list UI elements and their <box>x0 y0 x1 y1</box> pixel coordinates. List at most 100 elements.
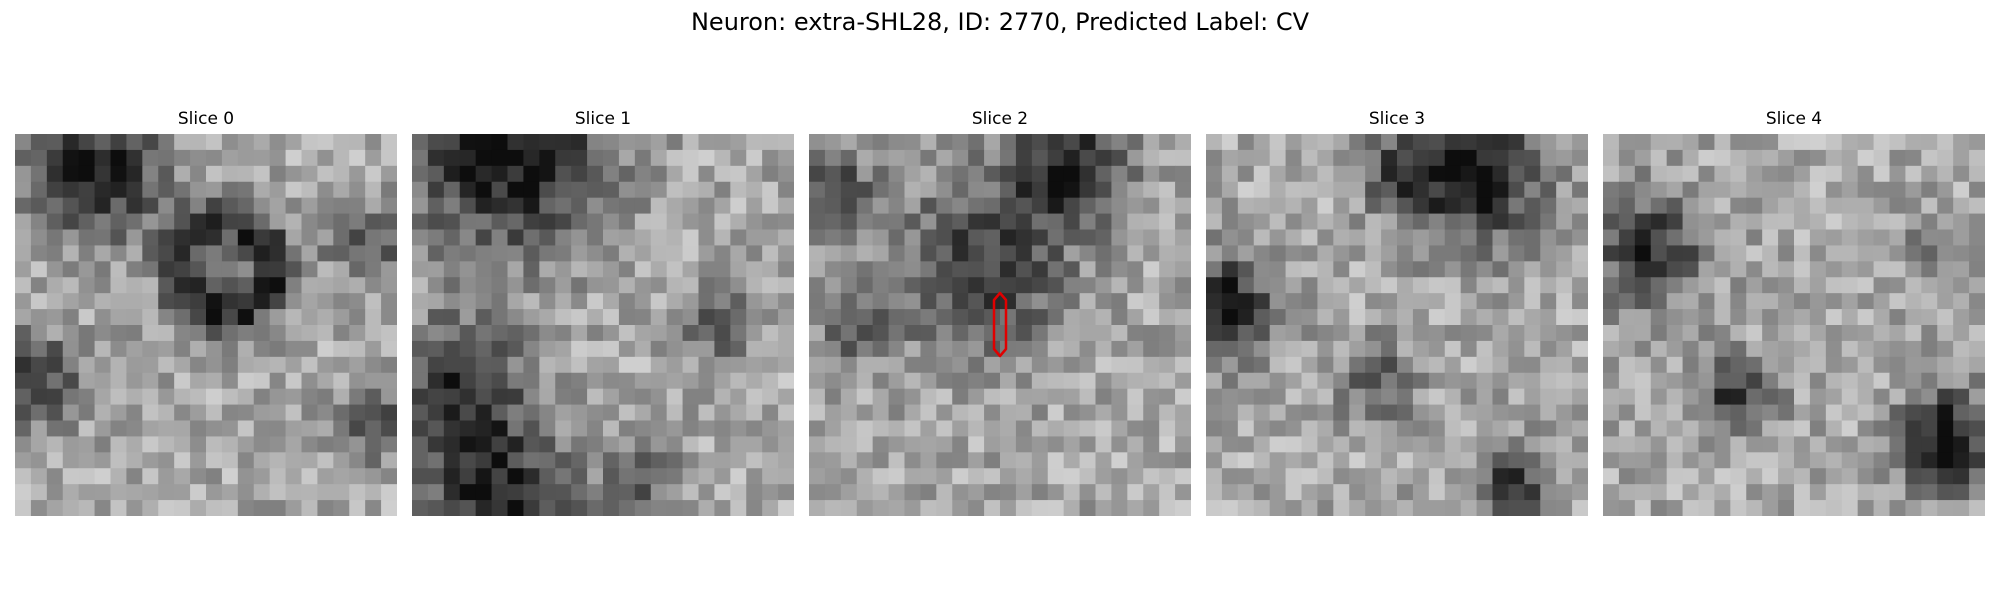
image-pixel <box>618 468 636 485</box>
image-pixel <box>856 229 874 246</box>
image-pixel <box>94 436 111 453</box>
image-pixel <box>984 309 1001 326</box>
image-pixel <box>571 213 588 230</box>
image-pixel <box>1031 293 1049 310</box>
image-pixel <box>968 261 985 278</box>
image-pixel <box>618 404 636 421</box>
image-pixel <box>221 229 239 246</box>
image-pixel <box>1730 149 1747 167</box>
image-pixel <box>714 325 731 342</box>
image-pixel <box>904 372 921 390</box>
image-pixel <box>333 229 350 246</box>
image-pixel <box>443 420 461 437</box>
image-pixel <box>507 356 524 374</box>
image-pixel <box>523 213 540 230</box>
image-pixel <box>809 404 826 421</box>
image-pixel <box>1698 356 1715 374</box>
image-pixel <box>1349 293 1366 310</box>
image-pixel <box>1921 165 1938 183</box>
image-pixel <box>1809 468 1827 485</box>
image-pixel <box>1047 245 1065 262</box>
image-pixel <box>443 452 461 469</box>
image-pixel <box>618 420 636 437</box>
image-pixel <box>1221 436 1239 453</box>
image-pixel <box>1857 229 1874 246</box>
image-pixel <box>1253 277 1271 294</box>
image-pixel <box>762 356 779 374</box>
image-pixel <box>1031 134 1049 151</box>
image-pixel <box>840 165 858 183</box>
image-pixel <box>634 372 652 390</box>
image-pixel <box>1682 388 1699 405</box>
image-pixel <box>1143 277 1160 294</box>
image-pixel <box>269 213 286 230</box>
image-pixel <box>1015 197 1033 214</box>
image-pixel <box>1682 436 1699 453</box>
image-pixel <box>1428 325 1446 342</box>
image-pixel <box>888 484 905 501</box>
image-pixel <box>412 213 429 230</box>
image-pixel <box>1492 372 1509 390</box>
image-pixel <box>206 420 223 437</box>
image-pixel <box>888 165 905 183</box>
image-pixel <box>1730 372 1747 390</box>
image-pixel <box>698 277 715 294</box>
image-pixel <box>555 388 572 405</box>
image-pixel <box>1269 165 1286 183</box>
image-pixel <box>1428 181 1446 199</box>
image-pixel <box>1349 165 1366 183</box>
image-pixel <box>1556 229 1573 246</box>
image-pixel <box>1349 356 1366 374</box>
image-pixel <box>666 197 683 214</box>
image-pixel <box>1762 420 1779 437</box>
image-pixel <box>1572 149 1588 167</box>
image-pixel <box>158 165 175 183</box>
image-pixel <box>1937 372 1954 390</box>
image-pixel <box>1269 372 1286 390</box>
image-pixel <box>190 436 207 453</box>
image-pixel <box>46 293 64 310</box>
image-pixel <box>1301 356 1318 374</box>
image-pixel <box>62 372 80 390</box>
image-pixel <box>634 245 652 262</box>
image-pixel <box>507 134 524 151</box>
image-pixel <box>317 229 334 246</box>
image-pixel <box>1333 197 1350 214</box>
image-pixel <box>1698 484 1715 501</box>
image-pixel <box>1428 420 1446 437</box>
image-pixel <box>1460 420 1477 437</box>
image-pixel <box>1031 309 1049 326</box>
image-pixel <box>285 261 302 278</box>
image-pixel <box>1698 245 1715 262</box>
image-pixel <box>1381 484 1398 501</box>
image-pixel <box>618 484 636 501</box>
image-pixel <box>1206 340 1223 358</box>
image-pixel <box>459 340 477 358</box>
image-pixel <box>1063 165 1080 183</box>
image-pixel <box>634 484 652 501</box>
image-pixel <box>190 452 207 469</box>
image-pixel <box>142 388 159 405</box>
image-pixel <box>206 213 223 230</box>
image-pixel <box>840 197 858 214</box>
image-pixel <box>682 134 699 151</box>
image-pixel <box>523 165 540 183</box>
image-pixel <box>443 165 461 183</box>
image-pixel <box>984 484 1001 501</box>
image-pixel <box>1285 436 1302 453</box>
image-pixel <box>158 134 175 151</box>
image-pixel <box>333 340 350 358</box>
image-pixel <box>603 420 620 437</box>
image-pixel <box>1333 261 1350 278</box>
image-pixel <box>539 309 556 326</box>
image-pixel <box>888 452 905 469</box>
image-pixel <box>539 484 556 501</box>
image-pixel <box>730 293 747 310</box>
image-pixel <box>459 229 477 246</box>
image-pixel <box>1762 293 1779 310</box>
image-pixel <box>475 277 492 294</box>
image-pixel <box>1237 372 1255 390</box>
image-pixel <box>190 500 207 516</box>
image-pixel <box>1937 436 1954 453</box>
image-pixel <box>984 213 1001 230</box>
